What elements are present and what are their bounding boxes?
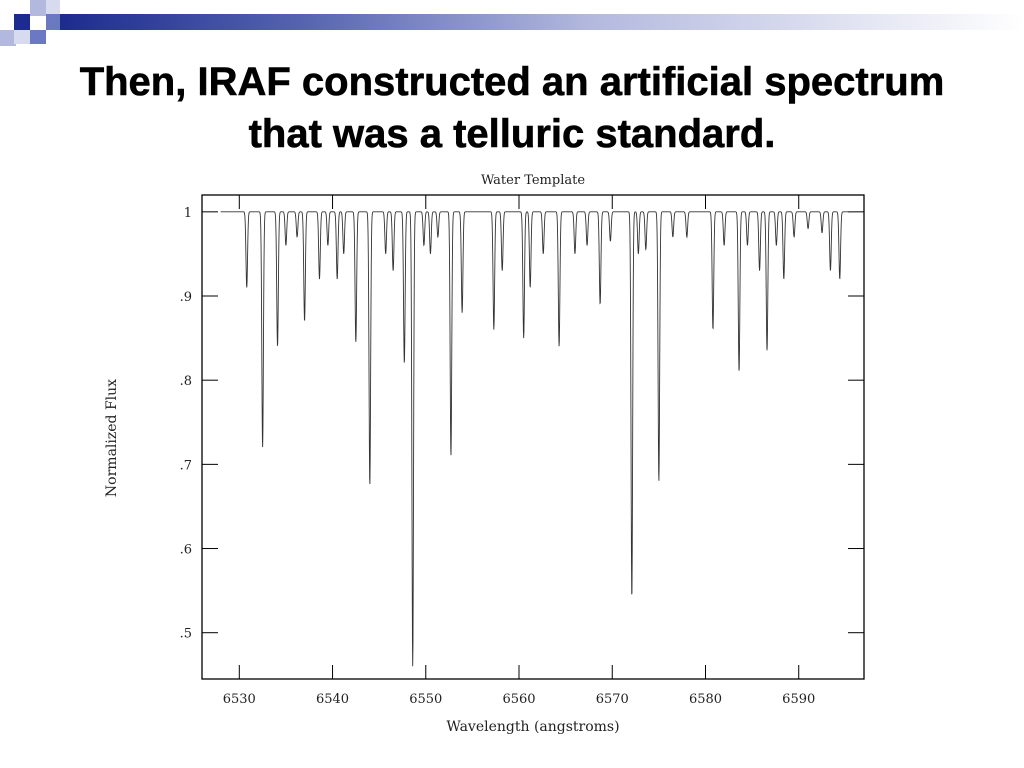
slide-title-line-2: that was a telluric standard. <box>248 112 776 157</box>
x-tick-label: 6550 <box>409 692 442 707</box>
y-tick-label: .6 <box>180 543 192 558</box>
x-tick-label: 6580 <box>689 692 722 707</box>
x-axis-label: Wavelength (angstroms) <box>446 719 619 735</box>
y-tick-label: .9 <box>180 290 192 305</box>
deco-square-faint <box>14 30 30 44</box>
x-tick-label: 6540 <box>316 692 349 707</box>
deco-square-mid <box>30 30 46 44</box>
x-tick-label: 6570 <box>596 692 629 707</box>
deco-square-mid <box>46 14 60 30</box>
slide-decoration <box>0 0 60 46</box>
y-axis-label: Normalized Flux <box>104 379 120 497</box>
y-axis: 1 .9 .8 .7 .6 .5 <box>180 206 864 642</box>
spectrum-line <box>220 211 855 667</box>
deco-square-faint <box>46 0 60 14</box>
plot-frame <box>201 194 865 680</box>
y-tick-label: .5 <box>180 627 192 642</box>
water-template-chart: Water Template 6530 6540 6550 6560 6570 6580 6… <box>104 173 865 735</box>
deco-square-dark <box>14 14 30 30</box>
x-tick-label: 6530 <box>223 692 256 707</box>
x-tick-label: 6560 <box>502 692 535 707</box>
y-tick-label: .8 <box>180 374 192 389</box>
x-axis: 6530 6540 6550 6560 6570 6580 6590 <box>223 195 815 707</box>
deco-square-light <box>30 0 46 16</box>
slide-title-line-1: Then, IRAF constructed an artificial spe… <box>79 60 945 105</box>
x-tick-label: 6590 <box>782 692 815 707</box>
y-tick-label: .7 <box>180 458 192 473</box>
header-gradient-bar <box>60 14 1024 30</box>
slide-title: Then, IRAF constructed an artificial spe… <box>0 56 1024 160</box>
deco-square-light <box>0 30 16 46</box>
chart-title: Water Template <box>481 173 585 188</box>
y-tick-label: 1 <box>184 206 192 221</box>
